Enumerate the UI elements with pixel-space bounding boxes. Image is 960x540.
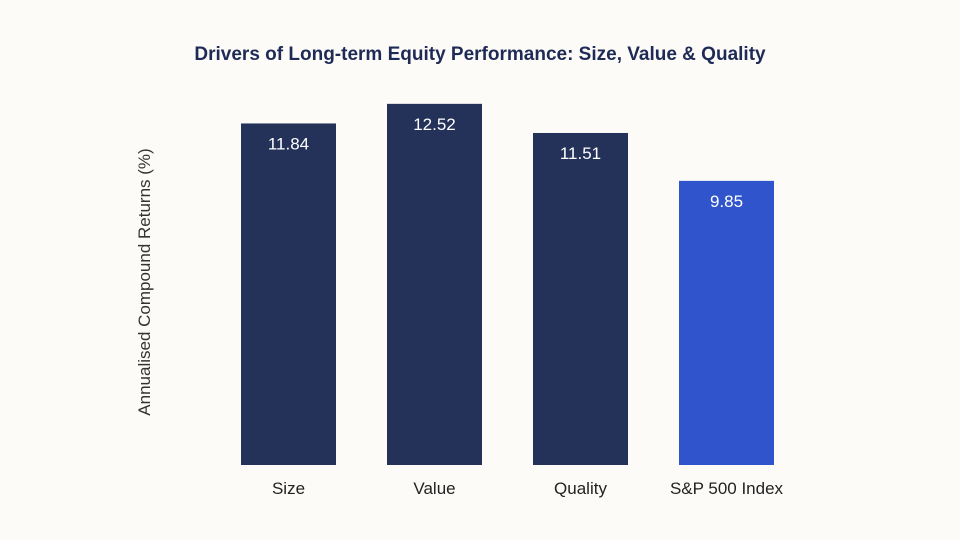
bar-size <box>241 123 336 465</box>
value-label-quality: 11.51 <box>560 144 601 163</box>
x-tick-label-s-p-500-index: S&P 500 Index <box>670 479 784 498</box>
bar-s-p-500-index <box>679 180 774 465</box>
value-label-size: 11.84 <box>268 134 309 153</box>
chart-title: Drivers of Long-term Equity Performance:… <box>194 44 766 65</box>
bar-quality <box>533 132 628 465</box>
x-tick-label-quality: Quality <box>554 479 607 498</box>
value-label-s-p-500-index: 9.85 <box>710 192 743 211</box>
value-label-value: 12.52 <box>413 115 456 134</box>
bar-value <box>387 103 482 465</box>
x-tick-label-size: Size <box>272 479 305 498</box>
x-tick-label-value: Value <box>413 479 455 498</box>
